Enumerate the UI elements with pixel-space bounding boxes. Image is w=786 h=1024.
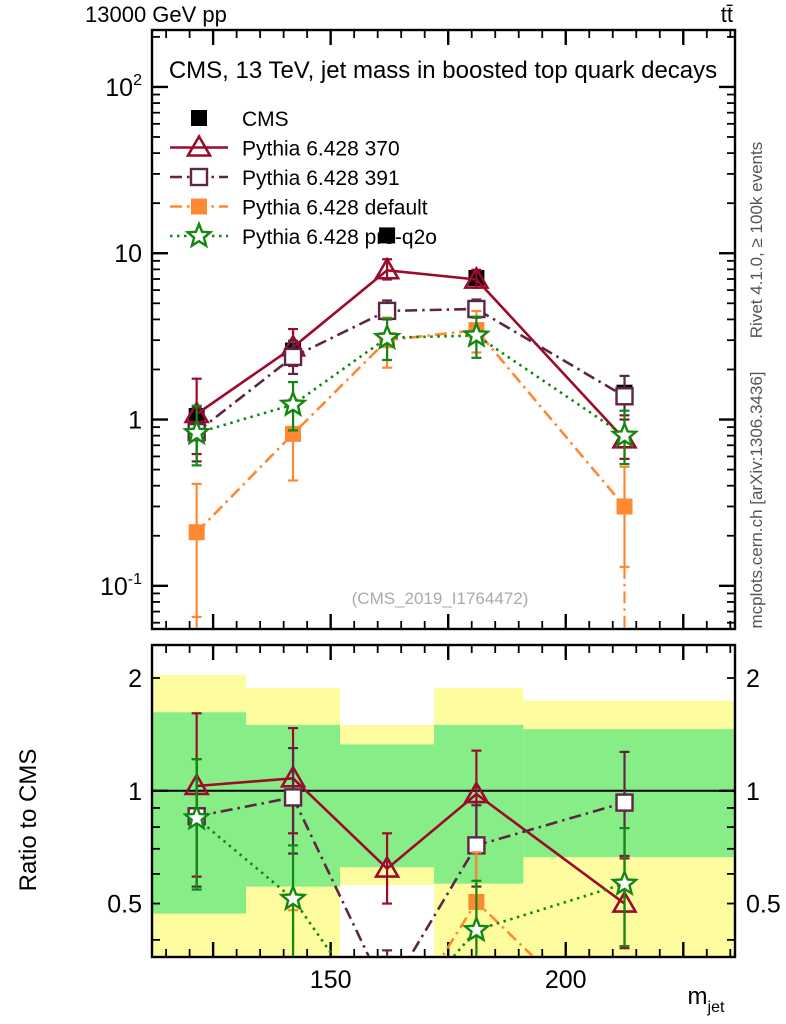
legend-marker-cms bbox=[191, 110, 207, 126]
series-proq2o-marker bbox=[461, 320, 491, 348]
legend-label-proq2o: Pythia 6.428 pro-q2o bbox=[242, 226, 437, 249]
ratio-y-tick-label: 0.5 bbox=[107, 891, 142, 919]
main-y-tick-label: 102 bbox=[105, 72, 142, 102]
x-tick-label: 200 bbox=[545, 966, 587, 994]
legend-marker-pdefault bbox=[191, 198, 207, 215]
ratio-marker-proq2o bbox=[182, 802, 212, 831]
ratio-y-tick-label: 2 bbox=[746, 665, 760, 693]
main-panel-frame bbox=[150, 28, 737, 631]
series-p391-marker bbox=[283, 347, 303, 367]
series-pdefault-line bbox=[195, 328, 626, 534]
ratio-marker-p370 bbox=[463, 780, 490, 804]
x-axis-label-sub: jet bbox=[707, 999, 725, 1016]
legend-marker-proq2o bbox=[184, 220, 214, 249]
ratio-marker-proq2o bbox=[609, 868, 640, 897]
plot-title: CMS, 13 TeV, jet mass in boosted top qua… bbox=[169, 57, 717, 84]
rivet-version-label: Rivet 4.1.0, ≥ 100k events bbox=[747, 142, 766, 338]
main-y-tick-label: 10-1 bbox=[100, 571, 142, 601]
mcplots-credit-label: mcplots.cern.ch [arXiv:1306.3436] bbox=[747, 371, 766, 628]
ratio-marker-proq2o bbox=[278, 883, 308, 912]
legend-marker-p391 bbox=[189, 167, 209, 187]
x-axis-label: mjet bbox=[688, 983, 725, 1016]
ratio-series-pdefault-line bbox=[441, 899, 535, 956]
series-pdefault-marker bbox=[616, 498, 633, 515]
ratio-marker-proq2o bbox=[461, 914, 491, 943]
legend-label-pdefault: Pythia 6.428 default bbox=[242, 197, 428, 220]
series-pdefault-marker bbox=[188, 524, 205, 541]
series-p370-marker bbox=[463, 265, 490, 289]
axis-tick-labels: 102 10 1 10-1 2 2 1 1 0.5 0.5 150 200 bbox=[100, 72, 781, 994]
main-y-tick-label: 10 bbox=[114, 240, 142, 268]
main-panel-series bbox=[182, 227, 639, 628]
series-p370-line bbox=[195, 268, 626, 441]
legend-label-p370: Pythia 6.428 370 bbox=[242, 138, 400, 161]
ratio-panel-frame bbox=[150, 643, 737, 959]
analysis-id-watermark: (CMS_2019_I1764472) bbox=[352, 589, 529, 608]
ratio-series-proq2o-line bbox=[195, 817, 625, 956]
main-y-tick-label: 1 bbox=[128, 407, 142, 435]
ratio-axis-label: Ratio to CMS bbox=[15, 749, 42, 892]
ratio-marker-p370 bbox=[373, 854, 401, 878]
process-label: tt̄ bbox=[721, 2, 733, 27]
series-proq2o-line bbox=[196, 334, 626, 437]
beam-energy-label: 13000 GeV pp bbox=[85, 2, 227, 27]
cms-data-point bbox=[379, 227, 396, 244]
series-proq2o-marker bbox=[182, 417, 212, 446]
ratio-marker-p391 bbox=[615, 793, 634, 812]
legend-marker-p370 bbox=[185, 133, 213, 157]
series-p391-marker bbox=[615, 387, 634, 406]
ratio-y-tick-label: 2 bbox=[128, 665, 142, 693]
series-proq2o-marker bbox=[609, 420, 639, 449]
series-p391-marker bbox=[377, 301, 397, 321]
ratio-marker-p391 bbox=[283, 788, 303, 807]
series-proq2o-marker bbox=[278, 389, 308, 417]
ratio-marker-p391 bbox=[467, 836, 486, 855]
x-axis-label-main: m bbox=[688, 983, 708, 1010]
main-panel-border bbox=[150, 28, 737, 631]
ratio-panel-border bbox=[150, 643, 737, 959]
legend-label-cms: CMS bbox=[242, 108, 289, 131]
legend-label-p391: Pythia 6.428 391 bbox=[242, 167, 400, 190]
ratio-panel-series bbox=[182, 712, 640, 956]
ratio-y-tick-label: 1 bbox=[128, 778, 142, 806]
series-proq2o-marker bbox=[372, 322, 402, 351]
ratio-series-p391-line bbox=[196, 795, 625, 956]
legend: CMS Pythia 6.428 370 Pythia 6.428 391 Pythi… bbox=[170, 108, 437, 249]
ratio-band-inner bbox=[523, 729, 735, 858]
series-p370-marker bbox=[373, 256, 401, 280]
ratio-y-tick-label: 0.5 bbox=[746, 891, 781, 919]
x-tick-label: 150 bbox=[310, 966, 352, 994]
ratio-y-tick-label: 1 bbox=[746, 778, 760, 806]
ratio-uncertainty-bands bbox=[152, 674, 735, 957]
